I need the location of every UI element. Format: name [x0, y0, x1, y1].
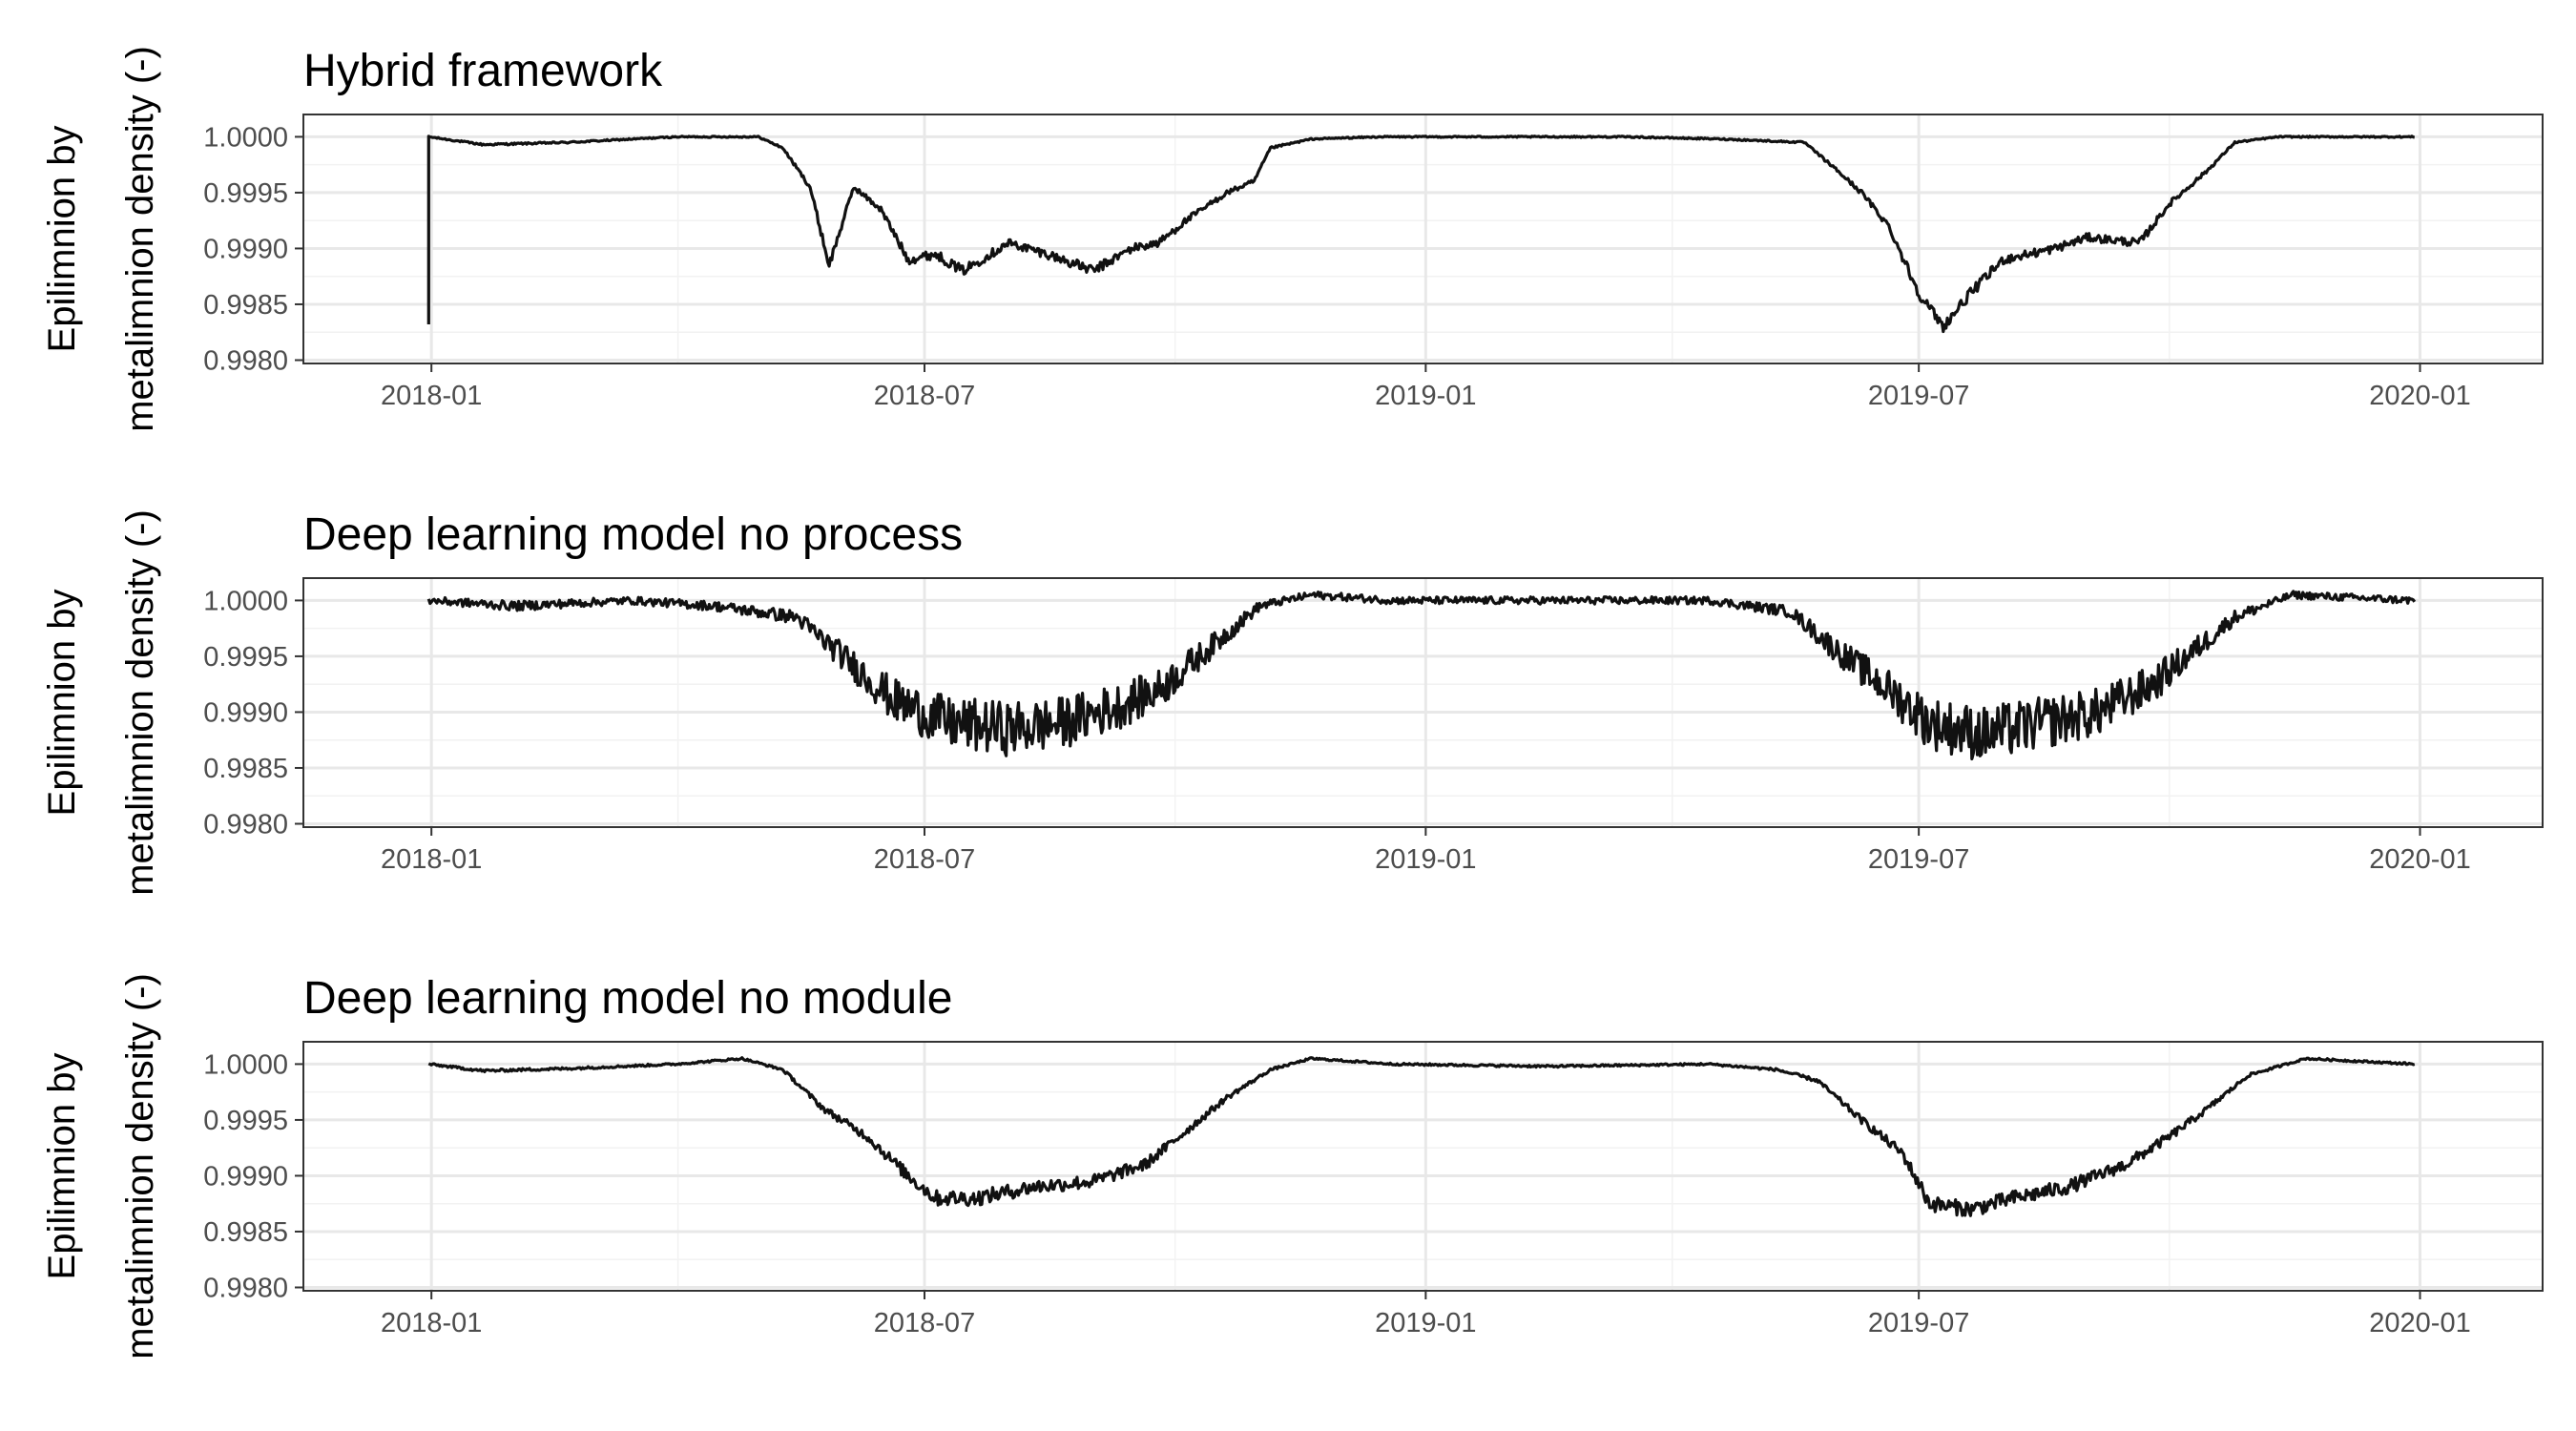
- plot-background: [303, 578, 2543, 827]
- x-tick-label: 2019-07: [1868, 844, 1969, 875]
- x-tick-label: 2018-07: [874, 844, 975, 875]
- x-tick-label: 2020-01: [2369, 1308, 2470, 1338]
- panel-title: Deep learning model no module: [303, 973, 952, 1024]
- y-tick-label: 0.9995: [203, 1106, 288, 1136]
- y-tick-label: 0.9990: [203, 1161, 288, 1192]
- panel-border: [302, 1041, 2544, 1292]
- x-tick-label: 2020-01: [2369, 844, 2470, 875]
- x-tick-label: 2019-07: [1868, 1308, 1969, 1338]
- chart-panel: 2018-01 2018-07 2019-01 2019-07 2020-01 0.998…: [41, 973, 2544, 1359]
- y-axis-label: Epilimnion by metalimnion density (-): [41, 509, 161, 896]
- y-tick-label: 0.9980: [203, 1273, 288, 1303]
- x-tick-label: 2019-01: [1375, 1308, 1476, 1338]
- chart-panel: 2018-01 2018-07 2019-01 2019-07 2020-01 0.998…: [41, 509, 2544, 896]
- y-axis-label-line: metalimnion density (-): [119, 46, 161, 432]
- y-axis-label-line: Epilimnion by: [41, 590, 83, 817]
- y-tick-label: 1.0000: [203, 586, 288, 616]
- y-tick-label: 0.9995: [203, 642, 288, 673]
- y-axis-label-line: metalimnion density (-): [119, 973, 161, 1359]
- data-series-line: [427, 1056, 2416, 1217]
- y-tick-label: 1.0000: [203, 1049, 288, 1080]
- plot-background: [303, 1042, 2543, 1291]
- panel-title: Hybrid framework: [303, 46, 663, 96]
- x-tick-label: 2018-07: [874, 1308, 975, 1338]
- panel-border: [302, 577, 2544, 828]
- data-series-line: [426, 590, 2417, 761]
- y-tick-label: 0.9985: [203, 754, 288, 784]
- y-tick-label: 1.0000: [203, 122, 288, 153]
- y-axis-label: Epilimnion by metalimnion density (-): [41, 973, 161, 1359]
- x-tick-label: 2018-01: [381, 1308, 482, 1338]
- x-tick-label: 2018-01: [381, 844, 482, 875]
- x-tick-label: 2019-01: [1375, 381, 1476, 411]
- y-tick-label: 0.9985: [203, 290, 288, 321]
- y-tick-label: 0.9995: [203, 178, 288, 209]
- panel-title: Deep learning model no process: [303, 509, 963, 560]
- y-axis-label-line: Epilimnion by: [41, 1053, 83, 1280]
- chart-panel: 2018-01 2018-07 2019-01 2019-07 2020-01 0.998…: [41, 46, 2544, 432]
- y-axis-label-line: metalimnion density (-): [119, 509, 161, 896]
- x-tick-label: 2018-01: [381, 381, 482, 411]
- y-tick-label: 0.9990: [203, 234, 288, 264]
- plot-background: [303, 114, 2543, 363]
- y-tick-label: 0.9980: [203, 809, 288, 840]
- x-tick-label: 2018-07: [874, 381, 975, 411]
- x-tick-label: 2019-01: [1375, 844, 1476, 875]
- y-tick-label: 0.9980: [203, 345, 288, 376]
- y-axis-label: Epilimnion by metalimnion density (-): [41, 46, 161, 432]
- y-tick-label: 0.9990: [203, 697, 288, 728]
- panel-border: [302, 114, 2544, 364]
- y-axis-label-line: Epilimnion by: [41, 126, 83, 353]
- data-series-line: [426, 135, 2416, 334]
- y-tick-label: 0.9985: [203, 1217, 288, 1248]
- x-tick-label: 2019-07: [1868, 381, 1969, 411]
- x-tick-label: 2020-01: [2369, 381, 2470, 411]
